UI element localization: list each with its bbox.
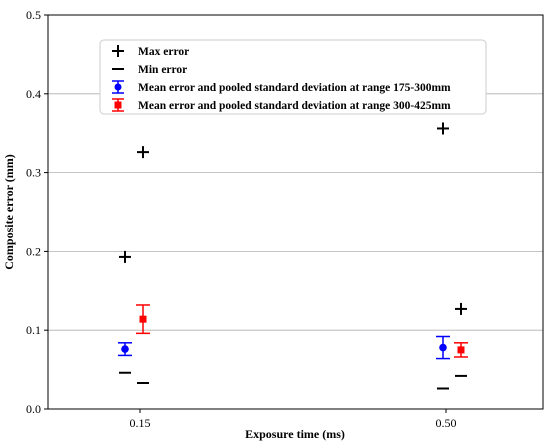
legend-red-marker	[114, 101, 122, 109]
data-marks	[118, 122, 468, 390]
y-tick-label: 0.2	[26, 244, 41, 258]
mean-300-425-point	[139, 315, 147, 323]
mean-300-425-point	[457, 346, 465, 354]
x-axis-label: Exposure time (ms)	[245, 427, 345, 441]
y-tick-label: 0.4	[26, 87, 41, 101]
legend-label: Min error	[138, 64, 187, 76]
plot-frame	[47, 14, 544, 410]
legend-box	[99, 39, 487, 115]
x-tick-label: 0.15	[130, 416, 151, 430]
y-tick-label: 0.0	[26, 402, 41, 416]
y-tick-label: 0.1	[26, 323, 41, 337]
mean-175-300-point	[439, 343, 447, 352]
legend-label: Mean error and pooled standard deviation…	[138, 82, 451, 94]
x-tick-label: 0.50	[436, 416, 457, 430]
legend-label: Max error	[138, 46, 189, 58]
y-axis-label: Composite error (mm)	[2, 154, 16, 270]
y-tick-label: 0.5	[26, 8, 41, 22]
y-tick-label: 0.3	[26, 166, 41, 180]
axes: 0.0 0.1 0.2 0.3 0.4 0.5 0.15 0.50	[26, 8, 457, 430]
legend-blue-marker	[114, 83, 122, 91]
legend-label: Mean error and pooled standard deviation…	[138, 100, 451, 112]
legend: Max error Min error Mean error and pooled …	[99, 39, 487, 115]
mean-175-300-point	[121, 345, 129, 353]
